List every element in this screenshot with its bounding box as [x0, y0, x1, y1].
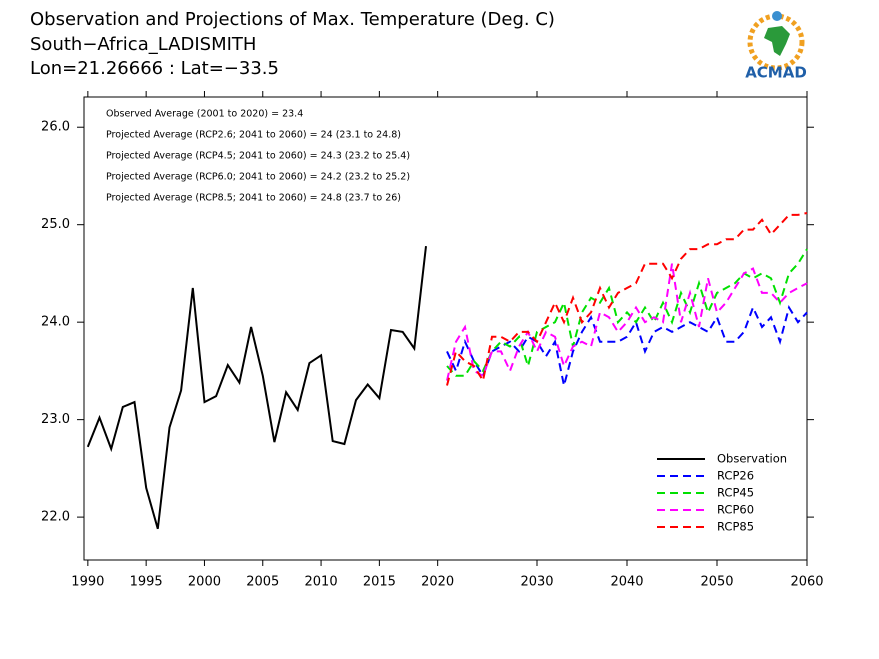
x-tick-label: 2030 [520, 575, 553, 590]
annotation: Observed Average (2001 to 2020) = 23.4 [106, 109, 303, 120]
annotation: Projected Average (RCP8.5; 2041 to 2060)… [106, 193, 401, 204]
plot-frame [83, 96, 808, 561]
x-tick-label: 2050 [700, 575, 733, 590]
x-tick-label: 1990 [71, 575, 104, 590]
chart-subtitle: Lon=21.26666 : Lat=−33.5 [30, 58, 279, 79]
series-line [446, 212, 808, 386]
chart-subtitle: South−Africa_LADISMITH [30, 34, 256, 55]
y-tick-label: 24.0 [41, 315, 70, 330]
logo-icon [747, 11, 805, 71]
series-line [446, 248, 808, 377]
y-tick-label: 26.0 [41, 120, 70, 135]
logo-text: ACMAD [745, 64, 807, 82]
series-line [446, 304, 808, 386]
series-line [446, 263, 808, 381]
legend-label: RCP45 [717, 486, 754, 500]
annotation: Projected Average (RCP6.0; 2041 to 2060)… [106, 172, 410, 183]
x-tick-label: 2000 [188, 575, 221, 590]
annotation: Projected Average (RCP4.5; 2041 to 2060)… [106, 151, 410, 162]
x-tick-label: 2020 [421, 575, 454, 590]
y-tick-label: 23.0 [41, 412, 70, 427]
legend-label: Observation [717, 452, 787, 466]
series-line [86, 245, 427, 530]
chart-title: Observation and Projections of Max. Temp… [30, 9, 555, 30]
x-tick-label: 1995 [130, 575, 163, 590]
legend-label: RCP85 [717, 520, 754, 534]
x-tick-label: 2040 [610, 575, 643, 590]
x-tick-label: 2015 [363, 575, 396, 590]
y-tick-label: 22.0 [41, 510, 70, 525]
legend-label: RCP60 [717, 503, 754, 517]
y-tick-label: 25.0 [41, 217, 70, 232]
legend-label: RCP26 [717, 469, 754, 483]
x-tick-label: 2060 [790, 575, 823, 590]
annotation: Projected Average (RCP2.6; 2041 to 2060)… [106, 130, 401, 141]
x-tick-label: 2005 [246, 575, 279, 590]
x-tick-label: 2010 [305, 575, 338, 590]
